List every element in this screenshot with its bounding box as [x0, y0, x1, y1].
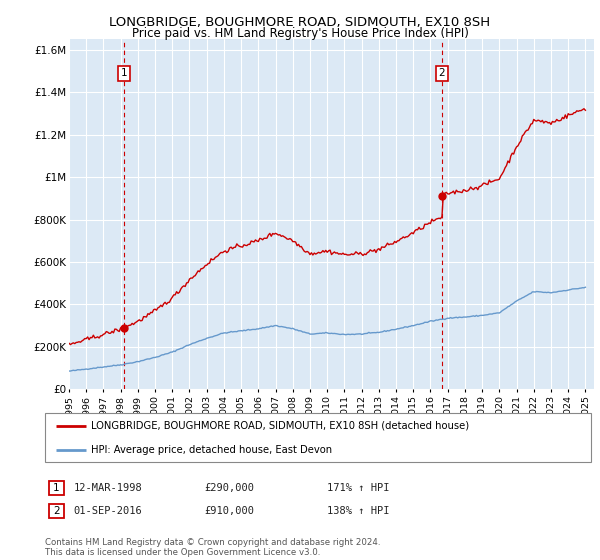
FancyBboxPatch shape: [49, 503, 64, 518]
Text: 171% ↑ HPI: 171% ↑ HPI: [327, 483, 389, 493]
Text: HPI: Average price, detached house, East Devon: HPI: Average price, detached house, East…: [91, 445, 332, 455]
Text: £290,000: £290,000: [204, 483, 254, 493]
Text: 01-SEP-2016: 01-SEP-2016: [74, 506, 143, 516]
FancyBboxPatch shape: [45, 413, 591, 462]
Text: LONGBRIDGE, BOUGHMORE ROAD, SIDMOUTH, EX10 8SH (detached house): LONGBRIDGE, BOUGHMORE ROAD, SIDMOUTH, EX…: [91, 421, 470, 431]
Text: LONGBRIDGE, BOUGHMORE ROAD, SIDMOUTH, EX10 8SH: LONGBRIDGE, BOUGHMORE ROAD, SIDMOUTH, EX…: [109, 16, 491, 29]
Text: Price paid vs. HM Land Registry's House Price Index (HPI): Price paid vs. HM Land Registry's House …: [131, 27, 469, 40]
Text: 1: 1: [121, 68, 127, 78]
Text: Contains HM Land Registry data © Crown copyright and database right 2024.
This d: Contains HM Land Registry data © Crown c…: [45, 538, 380, 557]
FancyBboxPatch shape: [49, 481, 64, 496]
Text: 138% ↑ HPI: 138% ↑ HPI: [327, 506, 389, 516]
Text: £910,000: £910,000: [204, 506, 254, 516]
Text: 12-MAR-1998: 12-MAR-1998: [74, 483, 143, 493]
Text: 2: 2: [53, 506, 60, 516]
Text: 2: 2: [439, 68, 445, 78]
Text: 1: 1: [53, 483, 60, 493]
